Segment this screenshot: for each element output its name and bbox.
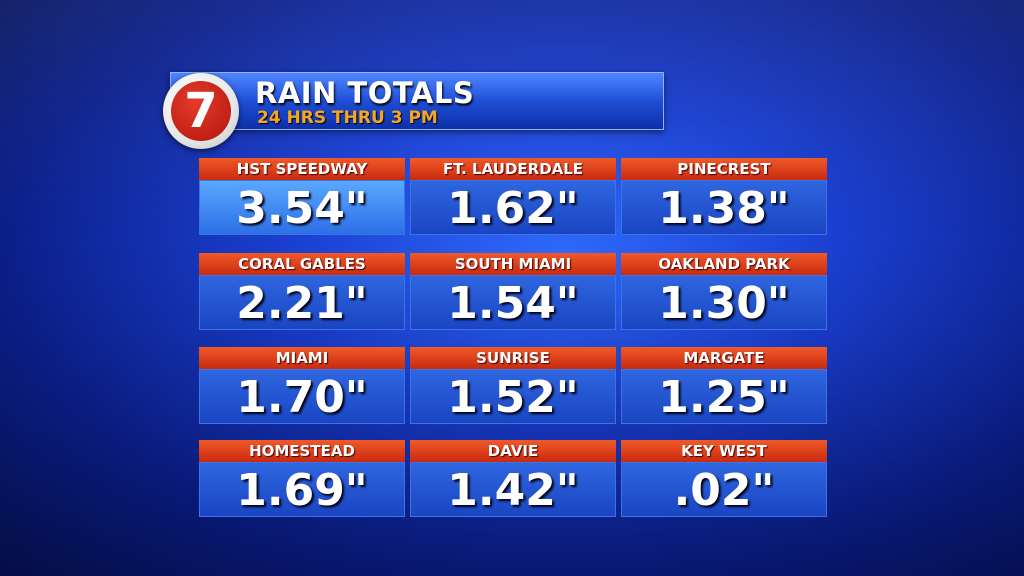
- rain-total: 1.69": [199, 462, 405, 517]
- rain-cell: KEY WEST .02": [621, 440, 827, 517]
- logo: 7: [163, 73, 239, 149]
- rain-cell: CORAL GABLES 2.21": [199, 253, 405, 330]
- location-label: HOMESTEAD: [199, 440, 405, 462]
- rain-total: 1.62": [410, 180, 616, 235]
- rain-total: 1.42": [410, 462, 616, 517]
- rain-total: 1.52": [410, 369, 616, 424]
- location-label: OAKLAND PARK: [621, 253, 827, 275]
- rain-cell: SUNRISE 1.52": [410, 347, 616, 424]
- rain-total: .02": [621, 462, 827, 517]
- location-label: SOUTH MIAMI: [410, 253, 616, 275]
- location-label: HST SPEEDWAY: [199, 158, 405, 180]
- rain-total: 1.38": [621, 180, 827, 235]
- location-label: CORAL GABLES: [199, 253, 405, 275]
- rain-cell: MARGATE 1.25": [621, 347, 827, 424]
- location-label: PINECREST: [621, 158, 827, 180]
- title: RAIN TOTALS: [255, 76, 475, 110]
- rain-total: 1.70": [199, 369, 405, 424]
- rain-total: 1.54": [410, 275, 616, 330]
- location-label: DAVIE: [410, 440, 616, 462]
- rain-cell: HOMESTEAD 1.69": [199, 440, 405, 517]
- location-label: KEY WEST: [621, 440, 827, 462]
- subtitle: 24 HRS THRU 3 PM: [257, 108, 438, 128]
- rain-cell: OAKLAND PARK 1.30": [621, 253, 827, 330]
- location-label: MIAMI: [199, 347, 405, 369]
- location-label: MARGATE: [621, 347, 827, 369]
- rain-cell: DAVIE 1.42": [410, 440, 616, 517]
- header-bar: [170, 72, 664, 130]
- logo-number: 7: [171, 81, 231, 141]
- rain-cell: MIAMI 1.70": [199, 347, 405, 424]
- location-label: FT. LAUDERDALE: [410, 158, 616, 180]
- rain-cell: HST SPEEDWAY 3.54": [199, 158, 405, 235]
- rain-total: 2.21": [199, 275, 405, 330]
- rain-cell: PINECREST 1.38": [621, 158, 827, 235]
- rain-cell: FT. LAUDERDALE 1.62": [410, 158, 616, 235]
- rain-total: 1.25": [621, 369, 827, 424]
- rain-total: 1.30": [621, 275, 827, 330]
- rain-total: 3.54": [199, 180, 405, 235]
- location-label: SUNRISE: [410, 347, 616, 369]
- rain-cell: SOUTH MIAMI 1.54": [410, 253, 616, 330]
